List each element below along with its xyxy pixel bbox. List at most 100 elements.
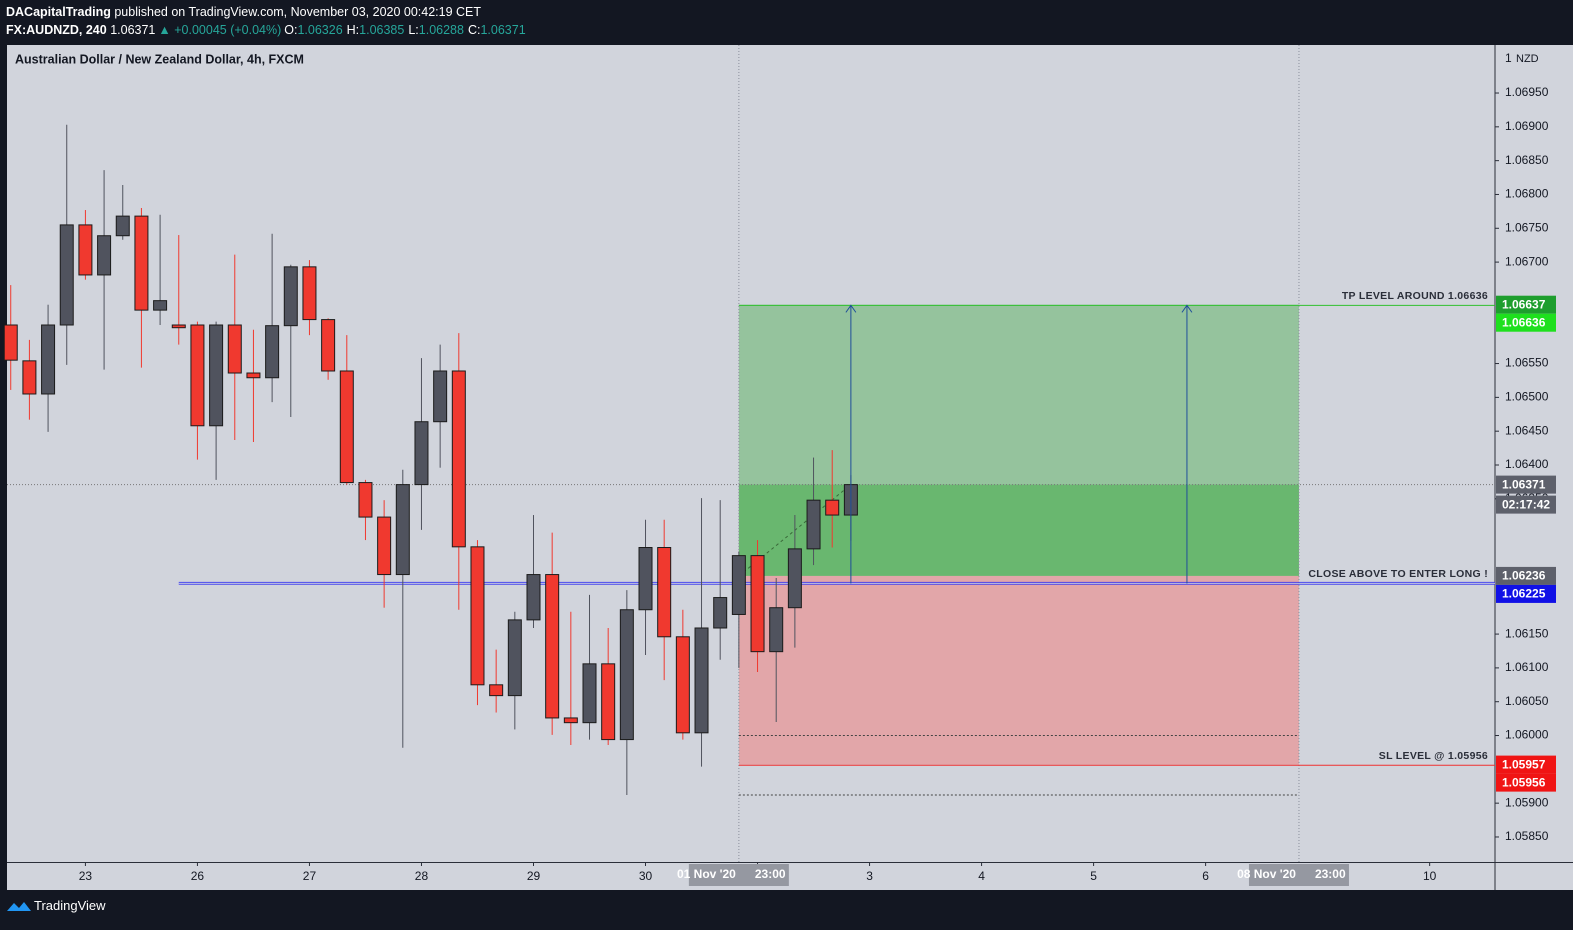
x-tick-label: 3 <box>866 869 873 883</box>
candle-body <box>377 516 392 576</box>
x-tick-label: 23 <box>79 869 93 883</box>
y-tick-label: 1.06100 <box>1505 660 1549 674</box>
price-label-bg <box>1496 295 1556 314</box>
y-tick-label: 1.06800 <box>1505 187 1549 201</box>
candle-body <box>302 266 317 321</box>
candle-body <box>97 235 112 276</box>
brand: TradingView <box>34 898 106 913</box>
candle-body <box>283 266 298 327</box>
candle-body <box>153 300 168 311</box>
ohlc-val: 1.06371 <box>480 23 526 37</box>
header: DACapitalTrading published on TradingVie… <box>6 3 533 39</box>
y-tick-label: 1.06950 <box>1505 85 1549 99</box>
candle-body <box>41 324 56 395</box>
x-tick-label: 29 <box>527 869 541 883</box>
ohlc-key: L: <box>408 23 419 37</box>
price-axis-bg <box>1495 45 1573 890</box>
candle-body <box>265 325 280 379</box>
x-tick-label: 28 <box>415 869 429 883</box>
y-tick-label: 1.06750 <box>1505 220 1549 234</box>
y-tick-label: 1.06050 <box>1505 694 1549 708</box>
time-label-bg <box>1248 864 1349 886</box>
candle-body <box>769 607 784 653</box>
ohlc-key: H: <box>346 23 360 37</box>
ohlc: O:1.06326 H:1.06385 L:1.06288 C:1.06371 <box>284 23 529 37</box>
price-label-bg <box>1496 313 1556 332</box>
price-label: 1.06371 <box>1502 477 1546 491</box>
candle-body <box>59 224 74 326</box>
arrow-head <box>845 304 857 313</box>
candle-body <box>694 627 709 734</box>
candle-body <box>22 360 37 395</box>
price-label-bg <box>1496 584 1556 603</box>
candle-body <box>825 499 840 516</box>
ohlc-key: O: <box>284 23 298 37</box>
x-tick-label: 26 <box>191 869 205 883</box>
chart: TP LEVEL AROUND 1.06636 CLOSE ABOVE TO EN… <box>3 45 1573 890</box>
y-tick-label: 1.05850 <box>1505 829 1549 843</box>
time-label-date: 08 Nov '20 <box>1237 867 1296 881</box>
y-tick-label: 1.06000 <box>1505 728 1549 742</box>
time-label-date: 01 Nov '20 <box>677 867 736 881</box>
time-label-time: 23:00 <box>1315 867 1346 881</box>
y-tick-label: 1.06700 <box>1505 254 1549 268</box>
candle-body <box>339 370 354 484</box>
ohlc-val: 1.06326 <box>297 23 343 37</box>
price-label-bg <box>1496 566 1556 585</box>
y-tick-label: 1.06850 <box>1505 153 1549 167</box>
y-tick-label: 1.06450 <box>1505 423 1549 437</box>
candle-body <box>750 555 765 653</box>
currency: NZD <box>1516 53 1539 65</box>
level-label: TP LEVEL AROUND 1.06636 <box>1342 290 1488 302</box>
candle-body <box>731 555 746 615</box>
price-label: 1.05957 <box>1502 757 1546 771</box>
candle-body <box>470 546 485 686</box>
footer: TradingView <box>6 898 106 913</box>
candle-body <box>78 224 93 276</box>
countdown: 02:17:42 <box>1502 497 1550 511</box>
candle-body <box>806 499 821 550</box>
last: 1.06371 <box>110 23 156 37</box>
candle-body <box>563 717 578 724</box>
author: DACapitalTrading <box>6 5 111 19</box>
price-label-bg <box>1496 755 1556 774</box>
candle-body <box>3 324 18 361</box>
y-tick-label: 1.05900 <box>1505 795 1549 809</box>
candle-body <box>115 215 130 237</box>
candle-body <box>395 484 410 576</box>
ohlc-val: 1.06385 <box>359 23 405 37</box>
price-label: 1.06637 <box>1502 297 1546 311</box>
price-label: 1.06225 <box>1502 587 1546 601</box>
price-label: 1.05956 <box>1502 775 1546 789</box>
y-tick-label: 1.06550 <box>1505 356 1549 370</box>
candle-body <box>713 597 728 629</box>
candle-body <box>526 574 541 621</box>
y-tick-label: 1.06400 <box>1505 457 1549 471</box>
ohlc-val: 1.06288 <box>418 23 464 37</box>
time-label-time: 23:00 <box>755 867 786 881</box>
x-tick-label: 4 <box>978 869 985 883</box>
candle-body <box>787 548 802 609</box>
time-label-bg <box>688 864 789 886</box>
published: published on TradingView.com, November 0… <box>114 5 482 19</box>
x-tick-label: 27 <box>303 869 317 883</box>
candle-body <box>209 324 224 427</box>
x-tick-label: 10 <box>1423 869 1437 883</box>
logo <box>7 901 31 911</box>
stop-zone <box>738 575 1299 765</box>
x-tick-label: 6 <box>1202 869 1209 883</box>
y-tick-label: 1.06500 <box>1505 390 1549 404</box>
candle-body <box>507 619 522 697</box>
candle-body <box>675 636 690 734</box>
candle-body <box>321 319 336 372</box>
candle-body <box>582 663 597 724</box>
change: ▲ +0.00045 (+0.04%) <box>158 23 282 37</box>
chart-title: Australian Dollar / New Zealand Dollar, … <box>15 52 304 66</box>
arrow-head <box>1181 304 1193 313</box>
candle-body <box>227 324 242 374</box>
candle-body <box>657 547 672 638</box>
countdown-bg <box>1496 495 1556 514</box>
price-label: 1.06236 <box>1502 569 1546 583</box>
candle-body <box>171 324 186 329</box>
